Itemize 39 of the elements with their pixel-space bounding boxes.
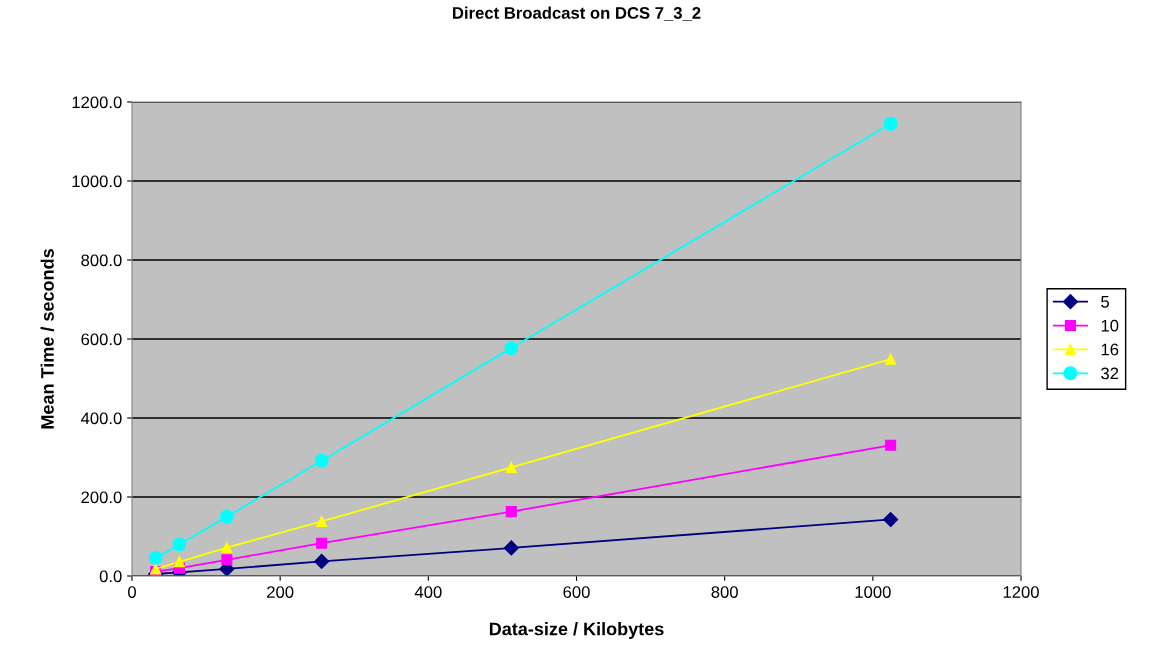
point [504, 341, 519, 356]
legend-label: 10 [1101, 319, 1119, 332]
y-tick-label: 400.0 [80, 412, 122, 425]
x-tick-label: 400 [414, 586, 442, 598]
point [148, 550, 163, 565]
chart-title: Direct Broadcast on DCS 7_3_2 [453, 6, 701, 21]
point [505, 461, 517, 473]
point [885, 353, 897, 365]
point [505, 506, 517, 518]
point [221, 554, 233, 566]
point [172, 537, 187, 552]
y-tick-label: 1000.0 [72, 175, 122, 188]
y-tick-label: 600.0 [81, 333, 122, 346]
x-axis-title: Data-size / Kilobytes [489, 622, 664, 639]
point [314, 553, 330, 569]
y-tick-label: 0.0 [99, 570, 122, 583]
x-tick-label: 800 [711, 586, 738, 598]
y-tick-label: 1200.0 [72, 96, 122, 109]
point [316, 515, 328, 528]
y-tick-label: 800.0 [81, 254, 122, 267]
x-tick-label: 1200 [1003, 586, 1039, 598]
point [883, 511, 899, 528]
point [885, 439, 897, 451]
y-axis-title: Mean Time / seconds [40, 249, 55, 429]
legend-label: 32 [1101, 367, 1119, 380]
point [314, 453, 329, 468]
y-tick-label: 200.0 [81, 491, 122, 504]
point [883, 116, 898, 131]
point [316, 537, 328, 549]
point [503, 540, 519, 556]
point [173, 556, 185, 568]
point [219, 509, 234, 524]
legend-label: 16 [1101, 343, 1119, 356]
x-tick-label: 1000 [855, 586, 891, 598]
x-tick-label: 0 [128, 586, 136, 598]
point [221, 542, 233, 554]
legend-label: 5 [1101, 296, 1110, 308]
x-tick-label: 200 [267, 586, 294, 598]
x-tick-label: 600 [563, 586, 590, 598]
